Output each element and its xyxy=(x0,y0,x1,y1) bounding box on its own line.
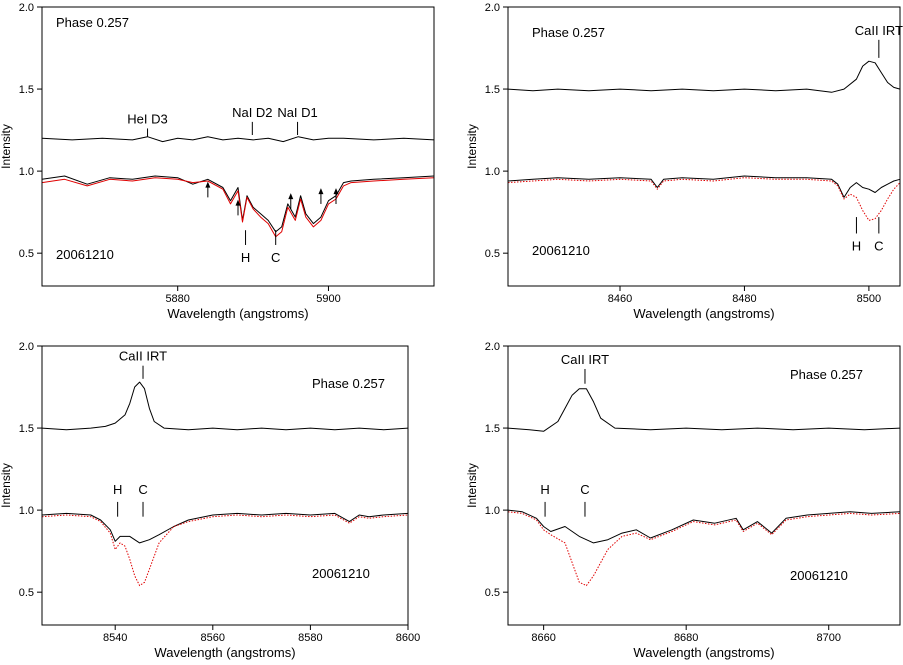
chart-2-series-1-observed xyxy=(41,512,409,544)
chart-3-plot-frame xyxy=(507,345,901,626)
chart-1-y-axis-label: Intensity xyxy=(465,124,479,169)
chart-0-c-marker-label: C xyxy=(271,250,280,265)
chart-2-y-tick-label-0: 0.5 xyxy=(19,587,34,599)
chart-3-y-tick-label-0: 0.5 xyxy=(485,587,500,599)
chart-1-date-label: 20061210 xyxy=(532,243,590,258)
chart-0-arrow-head-0 xyxy=(205,181,211,188)
panel-caii-8498: 8460 8480 8500 0.5 1.0 1.5 2.0 Wavelength (angs… xyxy=(465,2,903,321)
chart-1-y-tick-label-1: 1.0 xyxy=(485,166,500,178)
chart-2-y-tick-label-1: 1.0 xyxy=(19,505,34,517)
chart-1-series-2-synthetic xyxy=(507,177,901,221)
chart-1-y-tick-label-3: 2.0 xyxy=(485,2,500,14)
chart-1-caii-irt-label: CaII IRT xyxy=(855,23,903,38)
chart-2-phase-label: Phase 0.257 xyxy=(312,376,385,391)
chart-2-y-tick-label-2: 1.5 xyxy=(19,423,34,435)
chart-1-x-axis-label: Wavelength (angstroms) xyxy=(633,306,774,321)
panel-nai-d-lines: 5880 5900 0.5 1.0 1.5 2.0 Wavelength (angstrom… xyxy=(0,2,435,321)
chart-2-series-0-observed xyxy=(41,381,409,431)
chart-3-y-tick-label-3: 2.0 xyxy=(485,341,500,353)
chart-0-arrow-head-1 xyxy=(235,199,241,206)
chart-0-arrow-head-3 xyxy=(318,188,324,195)
chart-3-x-tick-label-0: 8660 xyxy=(531,632,555,644)
chart-2-x-tick-label-1: 8560 xyxy=(201,632,225,644)
chart-0-date-label: 20061210 xyxy=(56,247,114,262)
chart-2-x-axis-label: Wavelength (angstroms) xyxy=(154,645,295,660)
chart-0-y-tick-label-3: 2.0 xyxy=(19,2,34,14)
chart-1-x-tick-label-0: 8460 xyxy=(608,293,632,305)
chart-2-x-tick-label-2: 8580 xyxy=(298,632,322,644)
chart-3-y-axis-label: Intensity xyxy=(465,463,479,508)
chart-1-c-marker-label: C xyxy=(874,238,883,253)
chart-3-phase-label: Phase 0.257 xyxy=(790,367,863,382)
chart-0-line-id-label-2: NaI D1 xyxy=(277,105,317,120)
chart-2-x-tick-label-3: 8600 xyxy=(396,632,420,644)
panel-caii-8542: 8540 8560 8580 8600 0.5 1.0 1.5 2.0 Wavelength (… xyxy=(0,341,420,660)
chart-0-plot-frame xyxy=(41,6,435,287)
chart-0-arrow-head-4 xyxy=(333,188,339,195)
chart-3-series-2-synthetic xyxy=(507,511,901,587)
chart-3-x-tick-label-2: 8700 xyxy=(816,632,840,644)
chart-0-series-1-observed xyxy=(41,175,435,233)
chart-3-series-0-observed xyxy=(507,388,901,432)
chart-3-x-axis-label: Wavelength (angstroms) xyxy=(633,645,774,660)
chart-3-y-tick-label-1: 1.0 xyxy=(485,505,500,517)
chart-2-x-tick-label-0: 8540 xyxy=(103,632,127,644)
chart-3-x-tick-label-1: 8680 xyxy=(674,632,698,644)
chart-0-line-id-label-0: HeI D3 xyxy=(127,111,167,126)
chart-0-y-tick-label-0: 0.5 xyxy=(19,248,34,260)
chart-3-date-label: 20061210 xyxy=(790,568,848,583)
chart-1-phase-label: Phase 0.257 xyxy=(532,25,605,40)
chart-2-series-2-synthetic xyxy=(41,514,409,587)
chart-0-x-axis-label: Wavelength (angstroms) xyxy=(167,306,308,321)
chart-0-y-tick-label-1: 1.0 xyxy=(19,166,34,178)
chart-0-h-marker-label: H xyxy=(241,250,250,265)
panel-caii-8662: 8660 8680 8700 0.5 1.0 1.5 2.0 Wavelength (angs… xyxy=(465,341,901,660)
chart-2-plot-frame xyxy=(41,345,409,626)
chart-2-caii-irt-label: CaII IRT xyxy=(119,349,167,364)
chart-1-series-1-observed xyxy=(507,175,901,198)
chart-0-x-tick-label-1: 5900 xyxy=(316,293,340,305)
chart-1-y-tick-label-2: 1.5 xyxy=(485,84,500,96)
chart-0-x-tick-label-0: 5880 xyxy=(165,293,189,305)
chart-2-y-tick-label-3: 2.0 xyxy=(19,341,34,353)
chart-0-series-2-synthetic xyxy=(41,177,435,238)
chart-2-h-marker-label: H xyxy=(113,482,122,497)
chart-0-phase-label: Phase 0.257 xyxy=(56,15,129,30)
chart-1-plot-frame xyxy=(507,6,901,287)
chart-3-series-1-observed xyxy=(507,509,901,544)
chart-0-y-axis-label: Intensity xyxy=(0,124,13,169)
chart-3-c-marker-label: C xyxy=(580,482,589,497)
chart-2-c-marker-label: C xyxy=(138,482,147,497)
chart-1-x-tick-label-2: 8500 xyxy=(857,293,881,305)
chart-3-caii-irt-label: CaII IRT xyxy=(561,352,609,367)
chart-1-y-tick-label-0: 0.5 xyxy=(485,248,500,260)
chart-1-series-0-observed xyxy=(507,60,901,93)
chart-1-h-marker-label: H xyxy=(852,238,861,253)
chart-2-date-label: 20061210 xyxy=(312,566,370,581)
chart-2-y-axis-label: Intensity xyxy=(0,463,13,508)
chart-1-x-tick-label-1: 8480 xyxy=(732,293,756,305)
chart-0-series-0-observed xyxy=(41,136,435,143)
chart-0-line-id-label-1: NaI D2 xyxy=(232,105,272,120)
chart-0-arrow-head-2 xyxy=(288,193,294,200)
chart-3-h-marker-label: H xyxy=(540,482,549,497)
chart-3-y-tick-label-2: 1.5 xyxy=(485,423,500,435)
chart-0-y-tick-label-2: 1.5 xyxy=(19,84,34,96)
